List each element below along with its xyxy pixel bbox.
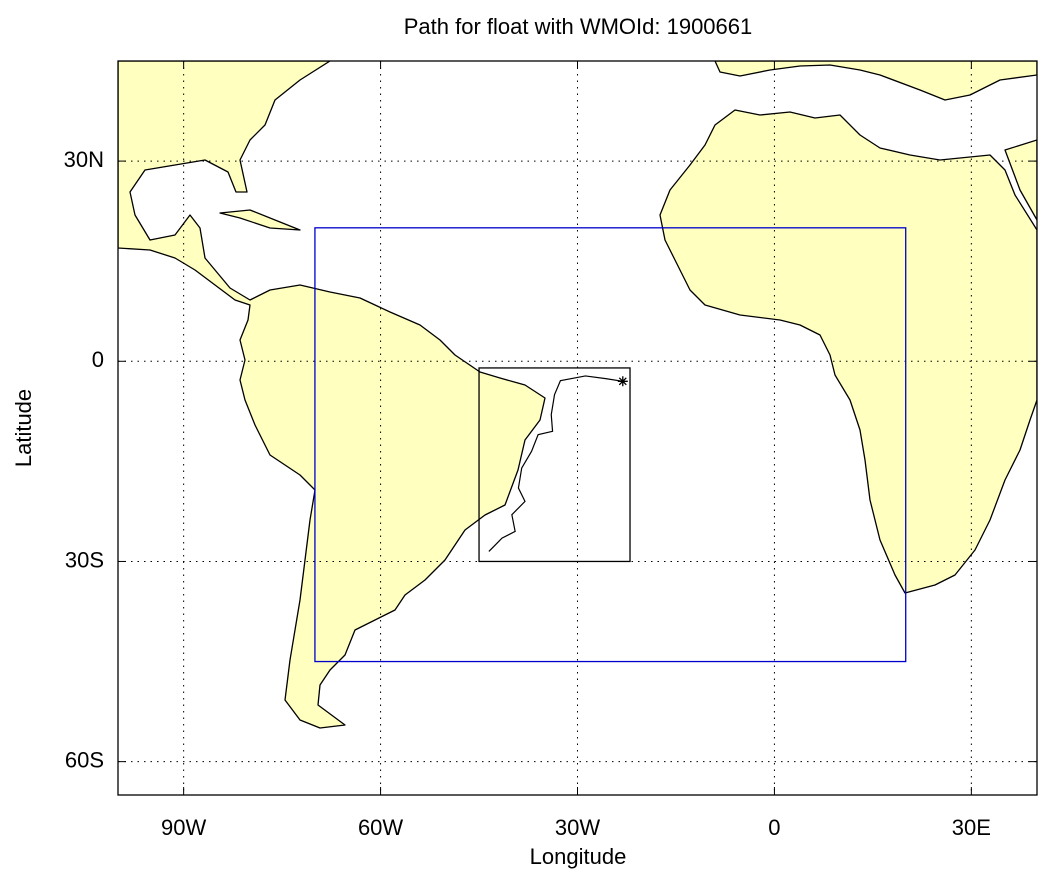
float-path xyxy=(488,375,623,552)
europe xyxy=(714,61,1037,101)
region-box xyxy=(478,367,631,563)
region-box xyxy=(314,227,907,663)
x-tick-label: 90W xyxy=(161,815,206,840)
y-tick-label: 0 xyxy=(92,347,104,372)
africa xyxy=(659,109,1037,594)
x-tick-label: 30W xyxy=(555,815,600,840)
y-tick-label: 30S xyxy=(65,547,104,572)
x-tick-label: 30E xyxy=(952,815,991,840)
arabia xyxy=(1004,139,1037,221)
x-axis-label: Longitude xyxy=(530,844,627,869)
start-marker xyxy=(617,376,628,387)
americas xyxy=(118,61,546,729)
x-tick-label: 0 xyxy=(768,815,780,840)
y-tick-label: 30N xyxy=(64,147,104,172)
chart-title: Path for float with WMOId: 1900661 xyxy=(404,14,753,39)
land-layer xyxy=(118,61,1037,729)
cuba xyxy=(219,209,301,231)
x-tick-label: 60W xyxy=(358,815,403,840)
y-tick-label: 60S xyxy=(65,747,104,772)
y-axis-label: Latitude xyxy=(11,389,36,467)
